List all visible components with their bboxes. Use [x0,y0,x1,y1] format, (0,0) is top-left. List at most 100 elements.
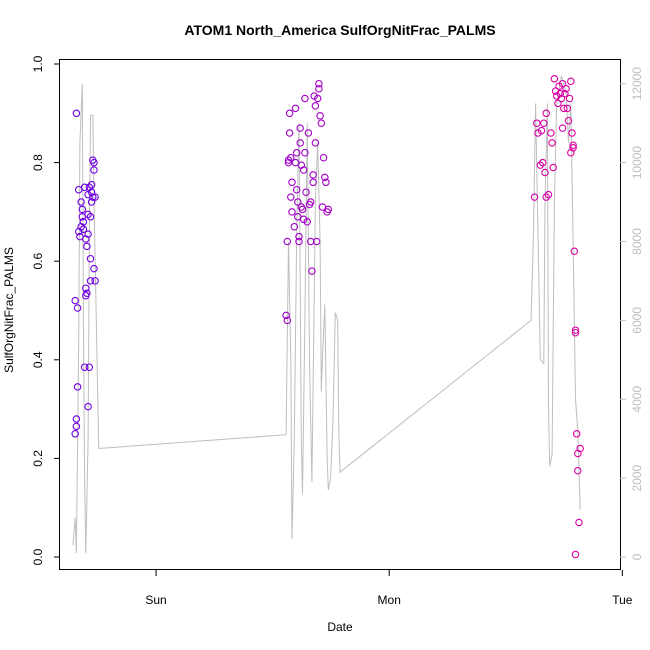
data-point [82,284,90,293]
data-point [72,109,81,118]
data-point [315,79,323,88]
data-point [284,156,293,164]
data-point [574,466,582,475]
data-point [311,102,320,110]
y-axis-label: SulfOrgNitFrac_PALMS [2,247,16,373]
data-point [295,237,303,246]
data-point [544,190,553,199]
data-point [83,242,91,251]
data-point [296,139,304,147]
data-point [306,198,315,206]
data-point [540,119,548,127]
y2-axis: 0 2000 4000 6000 8000 10000 12000 [620,67,644,560]
data-point [283,316,292,325]
data-point [84,230,92,238]
data-point [567,77,575,86]
data-point [571,326,580,334]
data-point [86,254,95,263]
data-point [77,198,85,206]
data-point [285,109,294,118]
data-point [533,119,541,127]
x-tick-label: Sun [145,593,166,607]
data-point [285,129,294,137]
data-point [301,148,309,157]
data-point [530,193,539,201]
data-point [302,188,310,196]
data-point [299,166,308,174]
data-point [90,264,98,273]
data-point [548,139,556,147]
data-point [542,109,550,118]
data-point [571,550,580,559]
data-point [85,363,94,371]
data-point [301,94,309,103]
data-point [91,277,99,285]
data-point [319,153,328,162]
y2-tick-label: 10000 [630,146,644,180]
data-point [86,213,95,221]
y2-tick-label: 12000 [630,67,644,101]
x-tick-label: Tue [612,593,633,607]
y-tick-label: 0.4 [31,351,45,368]
data-point [565,94,574,103]
data-point [560,104,568,113]
data-point [563,104,572,113]
data-point [570,247,579,256]
data-point [557,94,566,103]
data-point [73,304,82,312]
data-point [564,116,573,125]
y2-tick-label: 0 [630,553,644,560]
data-point [317,119,326,127]
data-point [536,161,545,169]
data-point [298,205,307,214]
data-point [89,193,97,201]
y2-tick-label: 8000 [630,228,644,255]
y2-tick-label: 4000 [630,386,644,413]
data-point [291,104,300,113]
data-point [562,84,570,93]
data-point [292,148,301,157]
data-point [79,225,88,233]
data-point [549,163,557,172]
chart-title: ATOM1 North_America SulfOrgNitFrac_PALMS [184,22,495,38]
data-point [312,237,321,246]
data-point [572,430,581,438]
y2-tick-label: 6000 [630,307,644,334]
data-point [537,126,546,135]
y-axis: 0.0 0.2 0.4 0.6 0.8 1.0 [31,55,60,565]
data-point [569,144,577,152]
data-point [72,415,81,423]
data-point [316,112,324,120]
data-point [73,383,82,391]
data-point [568,129,576,137]
y-tick-label: 0.6 [31,253,45,270]
data-point [321,173,329,182]
data-point [324,205,333,214]
data-point [547,129,555,137]
data-point [288,208,296,216]
data-point [309,178,317,187]
data-point [86,277,95,285]
data-point [575,518,583,527]
data-point [538,158,547,167]
data-point [296,124,304,132]
data-point [288,178,296,187]
data-points [71,75,584,559]
data-point [282,311,290,320]
data-point [80,363,89,371]
data-point [292,185,301,194]
y-tick-label: 0.8 [31,154,45,171]
data-point [541,168,549,177]
x-axis-label: Date [327,620,353,634]
data-point [554,99,562,108]
data-point [71,296,79,305]
data-point [561,89,569,98]
data-point [71,430,79,438]
data-point [542,193,550,201]
data-point [87,198,96,206]
y-tick-label: 1.0 [31,55,45,72]
data-point [283,237,292,246]
secondary-line [72,75,581,554]
data-point [295,232,303,241]
data-point [287,153,295,162]
